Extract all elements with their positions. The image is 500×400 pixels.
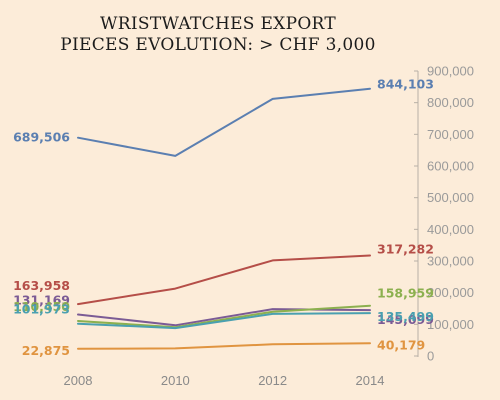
y-tick-label: 700,000 (427, 127, 474, 142)
series-line (77, 312, 371, 330)
series-line (77, 87, 371, 157)
y-tick-label: 400,000 (427, 222, 474, 237)
x-tick-label: 2010 (161, 373, 190, 388)
series-start-label: 163,958 (13, 278, 70, 293)
y-tick-label: 100,000 (427, 317, 474, 332)
y-tick-label: 800,000 (427, 95, 474, 110)
series-start-label: 689,506 (13, 130, 70, 145)
series-end-label: 40,179 (377, 337, 425, 352)
x-tick-label: 2008 (64, 373, 93, 388)
series-end-label: 158,959 (377, 286, 434, 301)
series-start-label: 131,169 (13, 292, 70, 307)
series-line (77, 304, 371, 329)
series-start-label: 22,875 (22, 343, 70, 358)
x-tick-label: 2014 (356, 373, 385, 388)
y-tick-label: 600,000 (427, 159, 474, 174)
y-tick-label: 900,000 (427, 64, 474, 79)
series-end-label: 844,103 (377, 77, 434, 92)
y-tick-label: 200,000 (427, 285, 474, 300)
series-start-label: 110,450 (13, 299, 70, 314)
y-tick-label: 0 (427, 349, 434, 364)
chart-title-line-2: PIECES EVOLUTION: > CHF 3,000 (60, 35, 375, 55)
chart-title-line-1: WRISTWATCHES EXPORT (100, 14, 336, 34)
series-end-label: 135,499 (377, 309, 434, 324)
x-tick-label: 2012 (258, 373, 287, 388)
series-end-label: 145,099 (377, 312, 434, 327)
y-tick-label: 300,000 (427, 254, 474, 269)
y-tick-label: 500,000 (427, 190, 474, 205)
series-line (77, 342, 371, 350)
series-end-label: 317,282 (377, 242, 434, 257)
series-start-label: 101,973 (13, 302, 70, 317)
series-line (77, 254, 371, 306)
